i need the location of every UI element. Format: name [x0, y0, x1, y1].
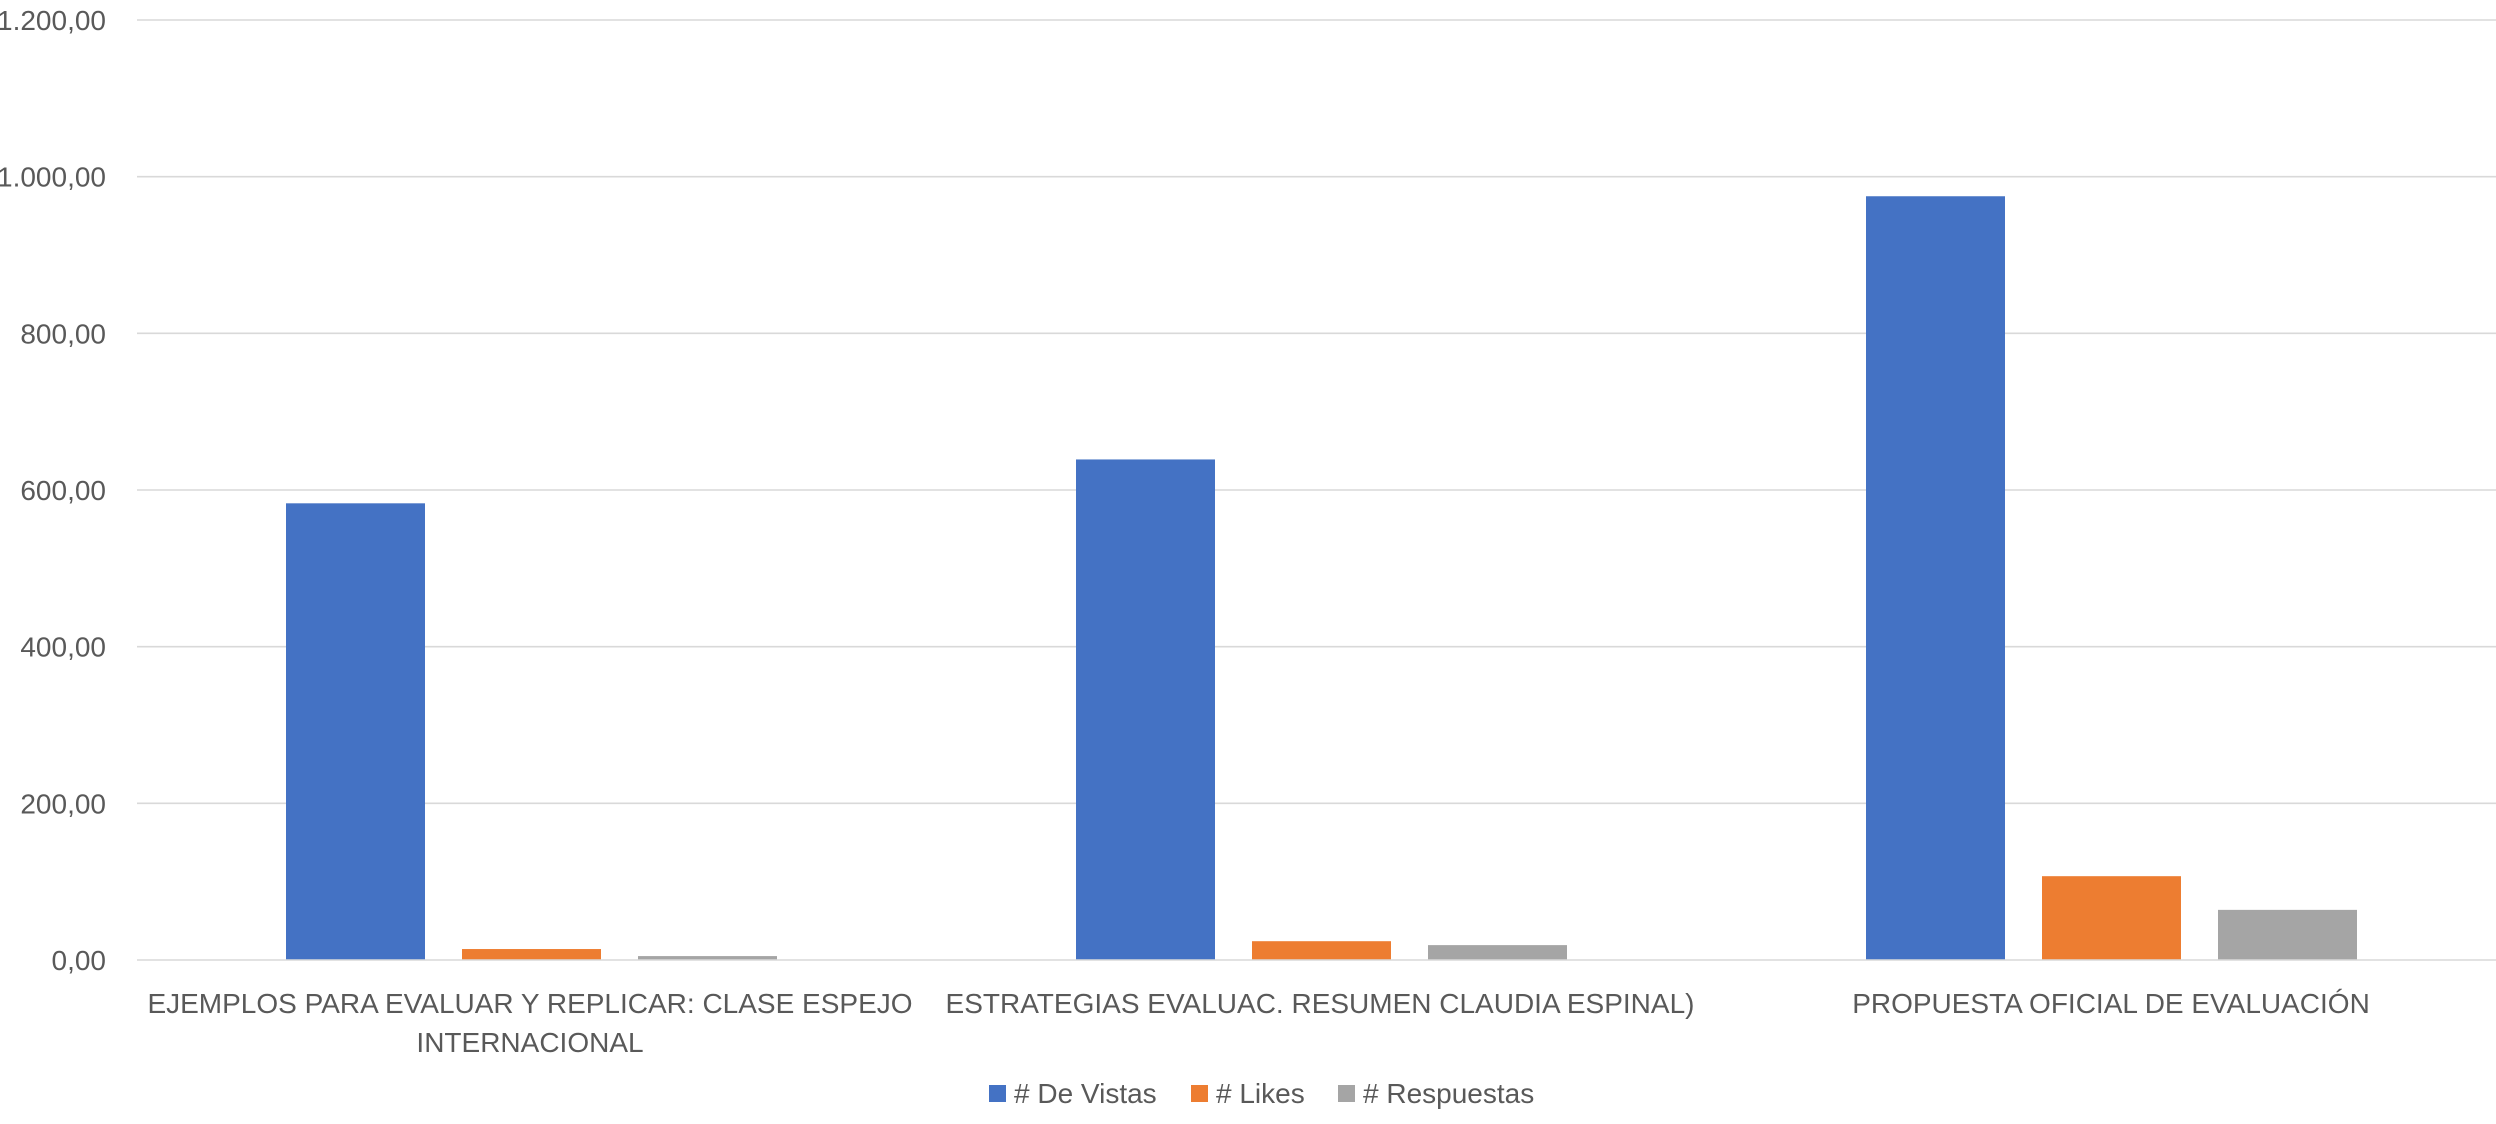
bar-likes	[462, 949, 601, 960]
gridlines	[137, 19, 2496, 805]
bars	[286, 196, 2357, 960]
y-tick-label: 400,00	[20, 632, 106, 663]
x-category-label: INTERNACIONAL	[416, 1027, 643, 1058]
legend-label: # Respuestas	[1363, 1078, 1534, 1109]
legend-swatch	[1338, 1085, 1355, 1102]
legend: # De Vistas # Likes # Respuestas	[989, 1078, 1534, 1109]
bar-respuestas	[2218, 909, 2357, 960]
y-tick-label: 1.200,00	[0, 5, 106, 36]
bar-respuestas	[1428, 945, 1567, 960]
y-axis-tick-labels: 0,00 200,00 400,00 600,00 800,00 1.000,00 1.20…	[0, 5, 106, 976]
bar-de-vistas	[286, 503, 425, 960]
bar-likes	[2042, 876, 2181, 960]
y-tick-label: 0,00	[52, 945, 107, 976]
y-tick-label: 1.000,00	[0, 162, 106, 193]
bar-likes	[1252, 941, 1391, 960]
x-category-label: ESTRATEGIAS EVALUAC. RESUMEN CLAUDIA ESP…	[946, 988, 1695, 1019]
x-axis-category-labels: EJEMPLOS PARA EVALUAR Y REPLICAR: CLASE …	[147, 988, 2369, 1058]
bar-de-vistas	[1076, 459, 1215, 960]
bar-de-vistas	[1866, 196, 2005, 960]
legend-label: # Likes	[1216, 1078, 1305, 1109]
x-category-label: PROPUESTA OFICIAL DE EVALUACIÓN	[1852, 988, 2370, 1019]
legend-swatch	[1191, 1085, 1208, 1102]
bar-respuestas	[638, 956, 777, 960]
x-category-label: EJEMPLOS PARA EVALUAR Y REPLICAR: CLASE …	[147, 988, 912, 1019]
y-tick-label: 200,00	[20, 788, 106, 819]
legend-swatch	[989, 1085, 1006, 1102]
legend-label: # De Vistas	[1014, 1078, 1157, 1109]
y-tick-label: 800,00	[20, 318, 106, 349]
y-tick-label: 600,00	[20, 475, 106, 506]
